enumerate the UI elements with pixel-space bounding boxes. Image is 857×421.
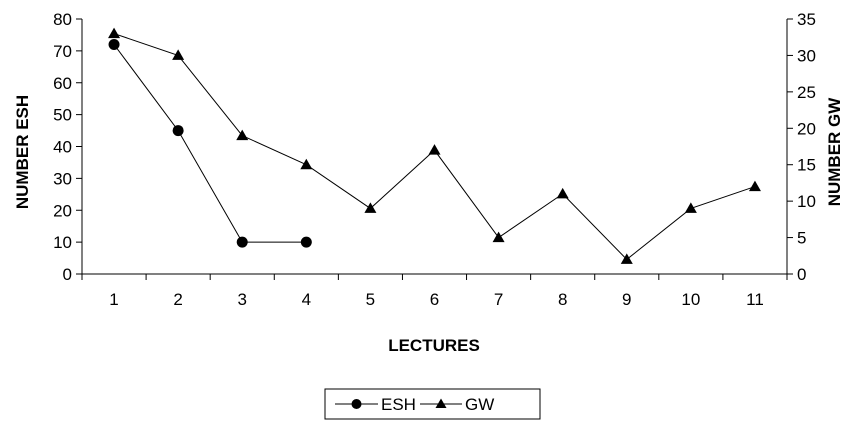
legend-esh-label: ESH	[381, 395, 416, 414]
data-point-gw	[748, 180, 761, 192]
x-tick-label: 11	[746, 290, 764, 309]
data-point-esh	[236, 236, 248, 248]
data-point-esh	[172, 125, 184, 137]
y-left-tick-label: 60	[53, 74, 72, 93]
y-axis-right-title: NUMBER GW	[825, 97, 844, 207]
y-right-tick-label: 15	[797, 156, 816, 175]
y-left-tick-label: 70	[53, 42, 72, 61]
y-right-tick-label: 30	[797, 46, 816, 65]
y-right-tick-label: 20	[797, 119, 816, 138]
data-point-gw	[172, 49, 185, 60]
x-tick-label: 3	[237, 290, 246, 309]
y-left-tick-label: 0	[63, 265, 72, 284]
legend-gw-marker	[435, 398, 447, 408]
x-tick-label: 2	[173, 290, 182, 309]
data-point-esh	[300, 236, 312, 248]
legend: ESH GW	[324, 388, 541, 420]
series-line-esh	[113, 44, 307, 243]
x-tick-label: 7	[494, 290, 503, 309]
data-point-gw	[428, 144, 441, 155]
data-point-gw	[492, 231, 505, 243]
y-left-tick-label: 40	[53, 138, 72, 157]
y-right-tick-label: 35	[797, 10, 816, 29]
data-point-esh	[108, 39, 120, 50]
x-tick-label: 1	[109, 290, 118, 309]
y-axis-left-title: NUMBER ESH	[13, 95, 32, 209]
data-point-gw	[236, 129, 249, 141]
x-tick-label: 9	[622, 290, 631, 309]
y-right-tick-label: 25	[797, 83, 816, 102]
y-left-tick-label: 30	[53, 169, 72, 188]
x-tick-label: 6	[430, 290, 439, 309]
y-left-tick-label: 80	[53, 10, 72, 29]
x-tick-label: 8	[558, 290, 567, 309]
data-point-gw	[364, 202, 377, 213]
x-tick-label: 10	[681, 290, 700, 309]
data-point-gw	[684, 202, 697, 213]
legend-item-gw: GW	[420, 395, 494, 414]
x-axis-title: LECTURES	[388, 336, 480, 355]
chart-series	[108, 27, 761, 264]
y-right-tick-label: 0	[797, 265, 806, 284]
chart-ticks: 0 10 20 30 40 50 60 70 80 0 5 10 15 20 25 30 35 1 2 3 4 5 6 7 8 9…	[53, 10, 816, 309]
legend-item-esh: ESH	[335, 395, 416, 414]
data-point-gw	[300, 158, 313, 170]
y-left-tick-label: 10	[53, 233, 72, 252]
y-left-tick-label: 20	[53, 201, 72, 220]
data-point-gw	[556, 187, 569, 199]
legend-gw-label: GW	[465, 395, 494, 414]
x-tick-label: 5	[366, 290, 375, 309]
y-right-tick-label: 5	[797, 229, 806, 248]
y-left-tick-label: 50	[53, 106, 72, 125]
legend-esh-marker	[351, 399, 362, 409]
y-right-tick-label: 10	[797, 192, 816, 211]
x-tick-label: 4	[302, 290, 311, 309]
data-point-gw	[108, 27, 121, 39]
data-point-gw	[620, 253, 633, 264]
